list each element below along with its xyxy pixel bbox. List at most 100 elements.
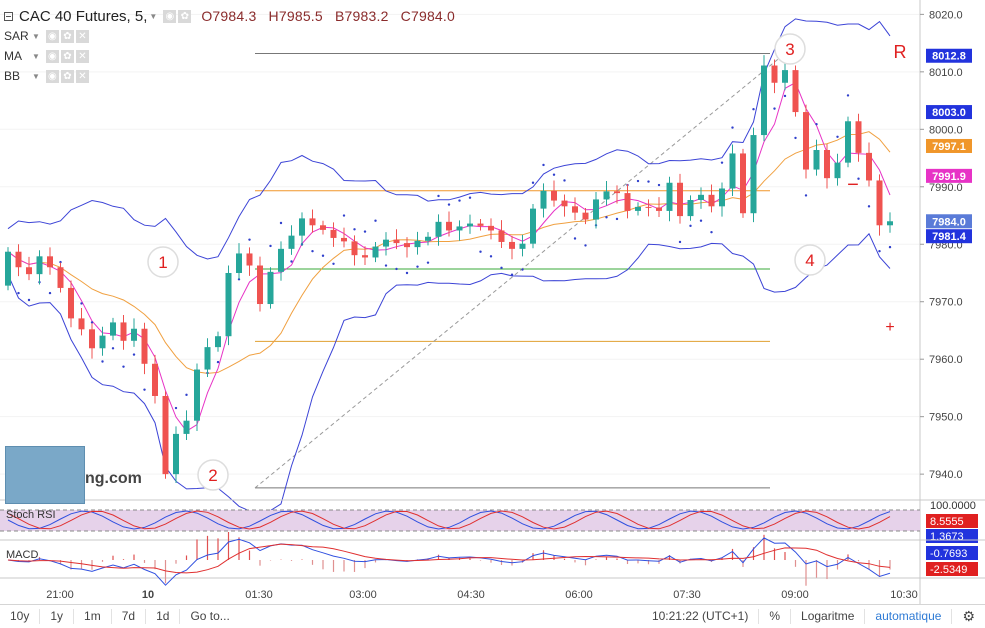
eye-icon[interactable]: ◉	[45, 69, 59, 83]
y-tick-label: 8020.0	[929, 9, 963, 21]
eye-icon[interactable]: ◉	[45, 49, 59, 63]
candle-body	[729, 153, 736, 189]
chevron-down-icon[interactable]: ▼	[149, 11, 158, 21]
candle-body	[509, 241, 515, 249]
range-7d[interactable]: 7d	[112, 609, 147, 624]
sar-dot	[237, 278, 241, 281]
macd-signal-line	[7, 543, 891, 574]
sar-dot	[878, 249, 881, 253]
candle-body	[593, 199, 599, 220]
eye-icon[interactable]: ◉	[163, 9, 177, 23]
sar-dot	[374, 219, 377, 222]
sar-dot	[794, 136, 797, 140]
annotation-number: 4	[805, 251, 814, 270]
goto-button[interactable]: Go to...	[190, 609, 230, 623]
price-tag	[926, 105, 972, 120]
annotation-number: 3	[785, 40, 794, 59]
symbol-title[interactable]: CAC 40 Futures, 5,	[19, 7, 148, 25]
candle-body	[330, 229, 337, 238]
price-tag	[926, 48, 972, 63]
candle-body	[257, 265, 263, 305]
candle-body	[603, 191, 610, 200]
annotation-text: +	[885, 319, 894, 336]
price-tag-label: 8012.8	[932, 51, 966, 63]
log-toggle[interactable]: Logaritme	[790, 609, 864, 624]
candle-body	[89, 329, 95, 349]
candle-body	[393, 239, 400, 244]
sar-dot	[699, 219, 703, 222]
candle-body	[708, 194, 715, 207]
candle-body	[782, 70, 788, 83]
y-tick-label: 7970.0	[929, 297, 963, 309]
macd-label[interactable]: MACD	[6, 549, 39, 561]
horizontal-lines	[255, 52, 770, 489]
sar-dot	[783, 94, 787, 98]
percent-toggle[interactable]: %	[758, 609, 790, 624]
stoch-top-value: 100.0000	[930, 500, 976, 512]
bollinger-bands	[7, 18, 891, 512]
candle-body	[530, 208, 536, 244]
candle-body	[845, 121, 851, 163]
timeframe: 5	[134, 7, 144, 25]
x-tick-label: 10:30	[890, 589, 918, 601]
stoch-top-value-bg	[926, 498, 978, 512]
range-1y[interactable]: 1y	[40, 609, 75, 624]
sar-dot	[132, 353, 136, 356]
sar-dot	[846, 94, 850, 97]
price-tag-label: 7984.0	[932, 216, 966, 228]
candle-body	[834, 162, 841, 179]
macd-tag-bg	[926, 562, 978, 576]
gear-icon[interactable]: ✿	[60, 69, 74, 83]
price-axis[interactable]: 7940.07950.07960.07970.07980.07990.08000…	[919, 0, 985, 604]
stoch-k-line	[7, 510, 891, 530]
close-icon[interactable]: ✕	[75, 49, 89, 63]
close-icon[interactable]: ✕	[75, 29, 89, 43]
sar-dot	[353, 228, 356, 231]
candle-body	[5, 251, 11, 286]
range-1d[interactable]: 1d	[146, 609, 181, 624]
sar-dot	[552, 173, 556, 176]
indicator-label[interactable]: MA	[4, 49, 22, 63]
gear-icon[interactable]: ✿	[60, 49, 74, 63]
indicator-label[interactable]: SAR	[4, 29, 29, 43]
range-1m[interactable]: 1m	[74, 609, 112, 624]
indicator-row-ma: MA ▼ ◉ ✿ ✕	[4, 46, 463, 66]
chart-grid	[0, 13, 920, 475]
stoch-d-line	[7, 510, 891, 530]
gear-icon[interactable]: ✿	[178, 9, 192, 23]
sar-dot	[437, 194, 440, 198]
indicator-row-bb: BB ▼ ◉ ✿ ✕	[4, 66, 463, 86]
settings-gear-icon[interactable]: ⚙	[951, 609, 985, 624]
candle-body	[666, 182, 673, 211]
macd-tag-bg	[926, 546, 978, 560]
x-tick-label: 03:00	[349, 589, 377, 601]
chevron-down-icon[interactable]: ▼	[32, 31, 40, 41]
chevron-down-icon[interactable]: ▼	[32, 71, 40, 81]
candle-body	[57, 267, 64, 288]
stoch-tag-bg	[926, 514, 978, 528]
candle-body	[624, 193, 631, 211]
candle-body	[824, 150, 830, 179]
indicator-label[interactable]: BB	[4, 69, 21, 83]
sar-dot	[521, 268, 524, 271]
chevron-down-icon[interactable]: ▼	[32, 51, 40, 61]
clock-time: 10:21:22 (UTC+1)	[651, 609, 749, 623]
close-icon[interactable]: ✕	[75, 69, 89, 83]
macd-tag: -2.5349	[930, 564, 967, 576]
x-tick-label: 09:00	[781, 589, 809, 601]
collapse-icon[interactable]	[4, 11, 13, 21]
gear-icon[interactable]: ✿	[60, 29, 74, 43]
eye-icon[interactable]: ◉	[45, 29, 59, 43]
range-10y[interactable]: 10y	[0, 609, 41, 624]
sar-dot	[405, 271, 409, 275]
ohlc-close: C7984.0	[400, 8, 455, 24]
time-axis[interactable]: 21:00 10 01:30 03:00 04:30 06:00 07:30 09:00 10:…	[46, 589, 918, 601]
sar-dot	[59, 260, 62, 264]
annotation-circle	[774, 33, 806, 65]
x-tick-label: 10	[142, 589, 154, 601]
sar-dot	[17, 291, 20, 295]
candle-body	[36, 256, 43, 275]
stoch-rsi-label[interactable]: Stoch RSI	[6, 509, 56, 521]
auto-toggle[interactable]: automatique	[864, 609, 951, 624]
